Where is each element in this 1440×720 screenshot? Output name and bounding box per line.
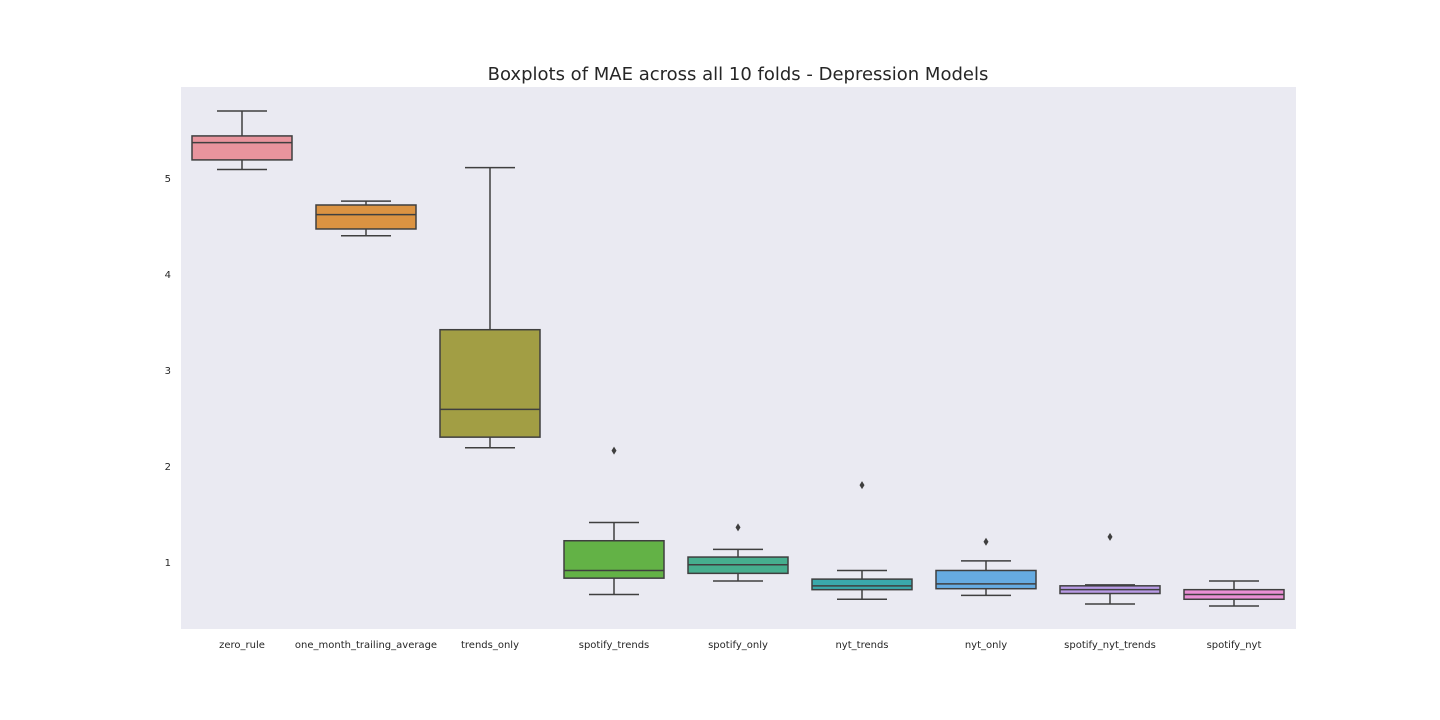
outlier-point xyxy=(735,523,741,532)
box-spotify_trends xyxy=(563,446,665,596)
x-tick-label: spotify_nyt xyxy=(1207,640,1262,651)
iqr-box xyxy=(439,328,541,438)
x-tick-label: zero_rule xyxy=(219,640,265,651)
x-tick-label: spotify_only xyxy=(708,640,768,651)
outlier-point xyxy=(1107,532,1113,541)
y-axis-ticks: 1 2 3 4 5 xyxy=(165,174,171,569)
iqr-box xyxy=(563,539,665,579)
x-tick-label: nyt_only xyxy=(965,640,1007,651)
plot-area xyxy=(181,87,1296,629)
iqr-box xyxy=(315,204,417,230)
y-tick-label: 4 xyxy=(165,270,171,281)
x-tick-label: nyt_trends xyxy=(835,640,888,651)
box-spotify_nyt xyxy=(1183,580,1285,607)
x-tick-label: one_month_trailing_average xyxy=(295,640,437,651)
outlier-point xyxy=(983,537,989,546)
box-nyt_trends xyxy=(811,481,913,601)
chart-title: Boxplots of MAE across all 10 folds - De… xyxy=(488,64,989,85)
box-trends_only xyxy=(439,166,541,449)
y-tick-label: 2 xyxy=(165,462,171,473)
iqr-box xyxy=(191,135,293,161)
x-tick-label: spotify_nyt_trends xyxy=(1064,640,1156,651)
box-zero_rule xyxy=(191,110,293,171)
outlier-point xyxy=(859,481,865,490)
box-nyt_only xyxy=(935,537,1037,597)
y-tick-label: 3 xyxy=(165,366,171,377)
x-tick-label: spotify_trends xyxy=(579,640,650,651)
boxes-layer xyxy=(191,110,1285,607)
iqr-box xyxy=(935,569,1037,590)
x-tick-label: trends_only xyxy=(461,640,519,651)
iqr-box xyxy=(811,578,913,591)
y-tick-label: 5 xyxy=(165,174,171,185)
outlier-point xyxy=(611,446,617,455)
box-one_month_trailing_average xyxy=(315,200,417,237)
box-spotify_nyt_trends xyxy=(1059,532,1161,605)
box-spotify_only xyxy=(687,523,789,582)
y-tick-label: 1 xyxy=(165,558,171,569)
x-axis-ticks: zero_rule one_month_trailing_average trend… xyxy=(219,640,1261,651)
